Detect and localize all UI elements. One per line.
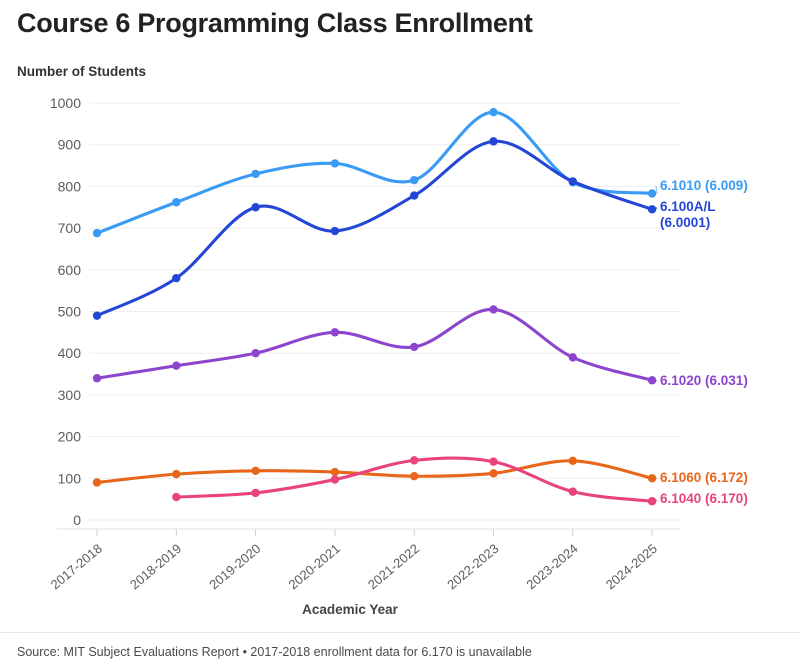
data-point[interactable] — [251, 349, 260, 358]
series-6-1020-6-031-[interactable] — [92, 305, 657, 385]
data-point[interactable] — [330, 467, 340, 477]
series-6-100a-l-6-0001-[interactable] — [92, 137, 657, 320]
x-axis: 2017-2018 2018-2019 2019-2020 2020-2021 2021… — [48, 528, 680, 592]
y-tick-label: 100 — [58, 470, 82, 486]
data-point[interactable] — [172, 273, 181, 283]
label-leader — [655, 206, 658, 210]
series-line[interactable] — [95, 307, 654, 382]
data-point[interactable] — [489, 305, 498, 314]
data-point[interactable] — [172, 492, 181, 502]
data-point[interactable] — [647, 189, 657, 198]
data-point[interactable] — [489, 469, 498, 478]
x-axis-title: Academic Year — [302, 602, 398, 617]
data-point[interactable] — [568, 353, 577, 362]
data-point[interactable] — [92, 478, 102, 487]
x-tick-label: 2019-2020 — [206, 541, 263, 592]
data-point[interactable] — [172, 198, 181, 207]
series-group — [92, 107, 657, 506]
x-tick-label: 2024-2025 — [603, 541, 660, 592]
data-point[interactable] — [489, 137, 498, 146]
series-line[interactable] — [95, 459, 654, 485]
data-point[interactable] — [568, 456, 577, 465]
data-point[interactable] — [92, 228, 102, 238]
y-tick-label: 700 — [58, 220, 82, 236]
series-labels: 6.1010 (6.009) 6.100A/L (6.0001) 6.1020 (6.… — [655, 178, 748, 506]
x-tick-label: 2017-2018 — [48, 541, 105, 592]
data-point[interactable] — [251, 169, 260, 179]
data-point[interactable] — [330, 328, 340, 337]
label-leader — [655, 379, 658, 382]
series-label-6-100a-l-6-0001-[interactable]: 6.100A/L (6.0001) — [660, 199, 716, 230]
y-tick-label: 600 — [58, 262, 82, 278]
x-tick-label: 2022-2023 — [444, 541, 501, 592]
series-line[interactable] — [95, 139, 654, 318]
series-label-6-1010-6-009-[interactable]: 6.1010 (6.009) — [660, 178, 748, 193]
data-point[interactable] — [330, 475, 340, 484]
data-point[interactable] — [410, 191, 419, 200]
y-tick-label: 400 — [58, 345, 82, 361]
data-point[interactable] — [330, 159, 340, 168]
data-point[interactable] — [568, 177, 577, 186]
x-tick-label: 2021-2022 — [365, 541, 422, 592]
series-label-6-1040-6-170-[interactable]: 6.1040 (6.170) — [660, 491, 748, 506]
y-tick-label: 200 — [58, 429, 82, 445]
y-tick-label: 0 — [73, 512, 81, 528]
data-point[interactable] — [251, 466, 260, 475]
y-tick-label: 800 — [58, 178, 82, 194]
data-point[interactable] — [330, 226, 340, 236]
data-point[interactable] — [568, 487, 577, 496]
data-point[interactable] — [251, 203, 260, 212]
page-title: Course 6 Programming Class Enrollment — [17, 8, 533, 38]
series-line[interactable] — [95, 110, 654, 235]
data-point[interactable] — [647, 376, 657, 385]
x-tick-label: 2023-2024 — [523, 541, 580, 592]
data-point[interactable] — [410, 342, 419, 352]
data-point[interactable] — [410, 456, 419, 465]
data-point[interactable] — [172, 361, 181, 370]
data-point[interactable] — [410, 472, 419, 481]
y-tick-label: 300 — [58, 387, 82, 403]
label-leader — [655, 185, 658, 194]
data-point[interactable] — [410, 175, 419, 185]
y-axis-title: Number of Students — [17, 64, 147, 79]
data-point[interactable] — [92, 374, 102, 383]
data-point[interactable] — [489, 457, 498, 466]
y-tick-label: 500 — [58, 304, 82, 320]
y-tick-label: 900 — [58, 137, 82, 153]
data-point[interactable] — [647, 474, 657, 483]
label-leader — [655, 498, 658, 502]
y-gridlines: 0 100 200 300 400 500 600 700 800 900 1000 — [50, 95, 680, 528]
source-note: Source: MIT Subject Evaluations Report •… — [17, 645, 532, 659]
data-point[interactable] — [647, 205, 657, 214]
series-6-1040-6-170-[interactable] — [172, 456, 657, 506]
data-point[interactable] — [647, 497, 657, 506]
footer-divider — [0, 632, 800, 633]
data-point[interactable] — [92, 311, 102, 320]
series-label-6-1060-6-172-[interactable]: 6.1060 (6.172) — [660, 470, 748, 485]
series-6-1060-6-172-[interactable] — [92, 456, 657, 487]
y-tick-label: 1000 — [50, 95, 81, 111]
series-label-6-1020-6-031-[interactable]: 6.1020 (6.031) — [660, 373, 748, 388]
data-point[interactable] — [172, 469, 181, 479]
x-tick-label: 2018-2019 — [127, 541, 184, 592]
data-point[interactable] — [489, 107, 498, 117]
x-tick-label: 2020-2021 — [286, 541, 343, 592]
data-point[interactable] — [251, 488, 260, 498]
